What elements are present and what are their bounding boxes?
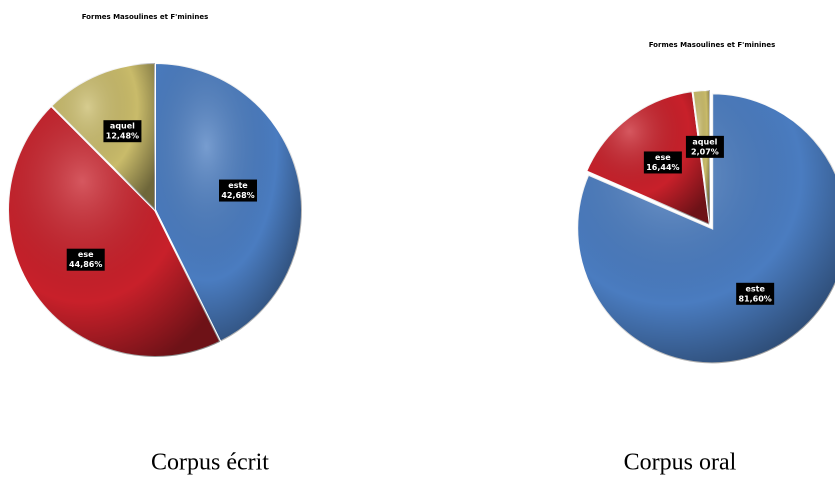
- chart-title: Formes Masoulines et F'minines: [82, 13, 209, 21]
- label-box: [66, 248, 105, 271]
- slice-value: 42,68%: [221, 191, 254, 200]
- label-box: [736, 282, 775, 305]
- label-box: [643, 151, 682, 174]
- slice-name: aquel: [692, 137, 717, 146]
- slice-name: ese: [655, 153, 671, 162]
- slice-name: este: [228, 181, 248, 190]
- label-box: [685, 135, 724, 158]
- slice-value: 81,60%: [738, 294, 771, 303]
- slice-value: 16,44%: [646, 163, 679, 172]
- charts: Formes Masoulines et F'minines Corpus écr…: [7, 13, 835, 476]
- slice-name: ese: [78, 250, 94, 259]
- label-box: [103, 120, 142, 143]
- slice-name: este: [745, 284, 765, 293]
- slice-name: aquel: [110, 122, 135, 131]
- caption: Corpus écrit: [151, 450, 269, 476]
- slice-value: 2,07%: [691, 147, 719, 156]
- chart-title: Formes Masoulines et F'minines: [649, 41, 776, 49]
- slice-value: 12,48%: [106, 132, 139, 141]
- caption: Corpus oral: [624, 450, 737, 476]
- slice-value: 44,86%: [69, 260, 102, 269]
- label-box: [219, 179, 258, 202]
